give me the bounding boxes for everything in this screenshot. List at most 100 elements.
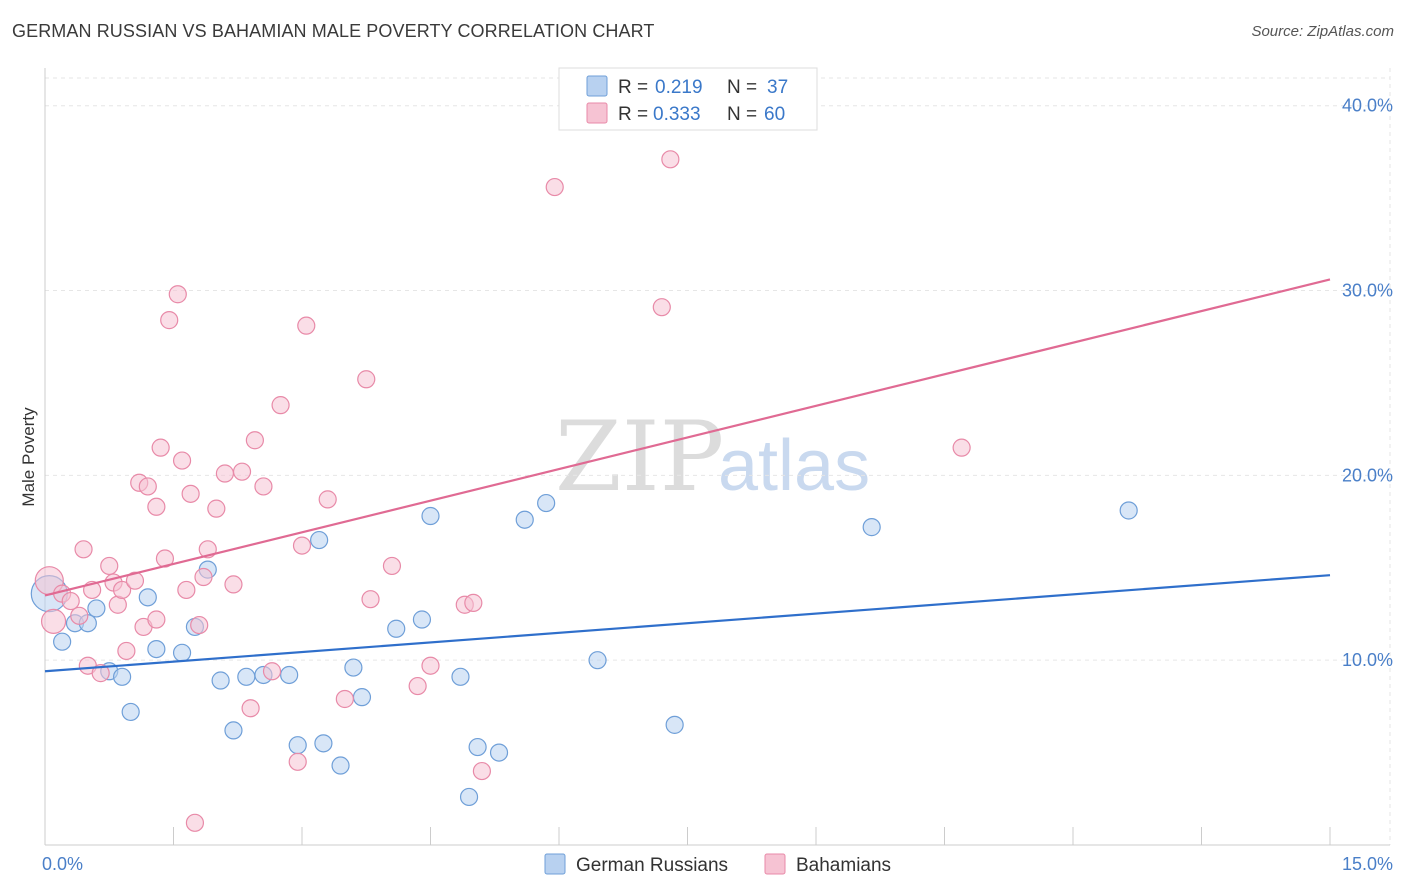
- legend-r-value-pink: 0.333: [653, 104, 701, 125]
- point-german-russian: [862, 518, 881, 537]
- point-bahamian: [177, 580, 196, 600]
- point-german-russian: [412, 610, 432, 629]
- legend-bottom-label-bahamians: Bahamians: [796, 855, 891, 876]
- watermark: ZIP atlas: [555, 401, 870, 513]
- point-german-russian: [331, 756, 350, 775]
- point-bahamian: [151, 438, 170, 457]
- point-bahamian: [190, 615, 209, 635]
- legend-r-label-blue: R =: [618, 77, 648, 98]
- point-bahamian: [112, 580, 132, 600]
- point-bahamian: [288, 752, 307, 771]
- legend-swatch-blue: [586, 75, 608, 97]
- series-bahamians: [34, 150, 971, 832]
- point-bahamian: [262, 662, 282, 681]
- point-bahamian: [181, 484, 200, 503]
- point-bahamian: [100, 556, 119, 576]
- point-bahamian: [91, 664, 110, 683]
- chart-source: Source: ZipAtlas.com: [1251, 23, 1394, 40]
- trend-lines: [44, 278, 1331, 673]
- point-bahamian: [194, 567, 213, 587]
- point-bahamian: [472, 761, 491, 781]
- point-german-russian: [489, 743, 509, 762]
- point-bahamian: [232, 462, 252, 481]
- point-bahamian: [61, 591, 80, 611]
- legend-bottom-label-german-russians: German Russians: [576, 855, 728, 876]
- legend-n-value-pink: 60: [764, 104, 785, 125]
- legend-n-label-pink: N =: [727, 104, 757, 125]
- point-german-russian: [665, 715, 684, 734]
- y-tick-label: 20.0%: [1342, 465, 1393, 485]
- legend-bottom: German Russians Bahamians: [544, 853, 891, 876]
- point-bahamian: [125, 571, 145, 590]
- point-bahamian: [292, 536, 312, 555]
- point-german-russian: [1119, 501, 1138, 520]
- chart-title: GERMAN RUSSIAN VS BAHAMIAN MALE POVERTY …: [12, 21, 655, 41]
- point-bahamian: [318, 490, 337, 509]
- trend-line-german-russians: [44, 574, 1331, 673]
- point-bahamian: [361, 590, 380, 609]
- legend-r-label-pink: R =: [618, 104, 648, 125]
- point-german-russian: [147, 639, 166, 659]
- point-german-russian: [451, 667, 470, 686]
- point-bahamian: [74, 540, 93, 559]
- point-german-russian: [138, 588, 157, 607]
- point-bahamian: [138, 477, 157, 496]
- watermark-atlas: atlas: [718, 426, 870, 506]
- point-bahamian: [357, 370, 376, 389]
- point-bahamian: [168, 285, 187, 304]
- axes: [44, 68, 1390, 846]
- point-german-russian: [237, 667, 256, 686]
- point-german-russian: [515, 510, 534, 529]
- point-german-russian: [421, 506, 440, 526]
- point-german-russian: [537, 493, 556, 513]
- series-german-russians: [30, 493, 1138, 807]
- point-german-russian: [211, 671, 230, 690]
- x-tick-label: 0.0%: [42, 854, 83, 874]
- y-axis-title: Male Poverty: [19, 407, 38, 507]
- point-german-russian: [352, 688, 372, 707]
- point-bahamian: [952, 438, 971, 457]
- point-german-russian: [310, 530, 329, 550]
- point-bahamian: [297, 316, 316, 335]
- point-bahamian: [185, 813, 205, 832]
- point-german-russian: [121, 702, 140, 722]
- legend-r-value-blue: 0.219: [655, 77, 703, 98]
- point-german-russian: [288, 736, 307, 755]
- point-german-russian: [172, 643, 192, 662]
- point-bahamian: [172, 451, 192, 470]
- point-bahamian: [271, 396, 290, 415]
- point-bahamian: [408, 676, 427, 696]
- point-bahamian: [421, 656, 440, 675]
- point-german-russian: [112, 667, 132, 686]
- legend-n-label-blue: N =: [727, 77, 757, 98]
- legend-swatch-pink: [586, 102, 608, 124]
- gridlines: [45, 68, 1391, 845]
- point-german-russian: [280, 665, 299, 685]
- legend-bottom-swatch-blue: [544, 853, 566, 875]
- point-bahamian: [245, 431, 264, 450]
- point-bahamian: [335, 689, 354, 709]
- trend-line-bahamians: [44, 278, 1331, 597]
- legend-bottom-swatch-pink: [764, 853, 786, 875]
- y-tick-label: 30.0%: [1342, 281, 1393, 301]
- point-german-russian: [224, 721, 243, 740]
- point-german-russian: [87, 599, 106, 618]
- point-bahamian: [545, 177, 564, 197]
- point-bahamian: [224, 575, 243, 594]
- point-bahamian: [147, 497, 166, 516]
- y-tick-label: 10.0%: [1342, 650, 1393, 670]
- point-german-russian: [53, 632, 72, 651]
- point-bahamian: [70, 606, 89, 625]
- point-bahamian: [254, 477, 273, 496]
- point-bahamian: [207, 499, 226, 518]
- point-german-russian: [468, 737, 487, 757]
- x-tick-label: 15.0%: [1342, 854, 1393, 874]
- point-german-russian: [459, 787, 479, 807]
- point-bahamian: [241, 699, 260, 718]
- point-german-russian: [387, 619, 406, 638]
- point-bahamian: [382, 556, 402, 576]
- x-tick-labels: 0.0% 15.0%: [42, 854, 1393, 874]
- legend-n-value-blue: 37: [767, 77, 788, 98]
- point-bahamian: [117, 641, 136, 661]
- point-bahamian: [464, 593, 483, 612]
